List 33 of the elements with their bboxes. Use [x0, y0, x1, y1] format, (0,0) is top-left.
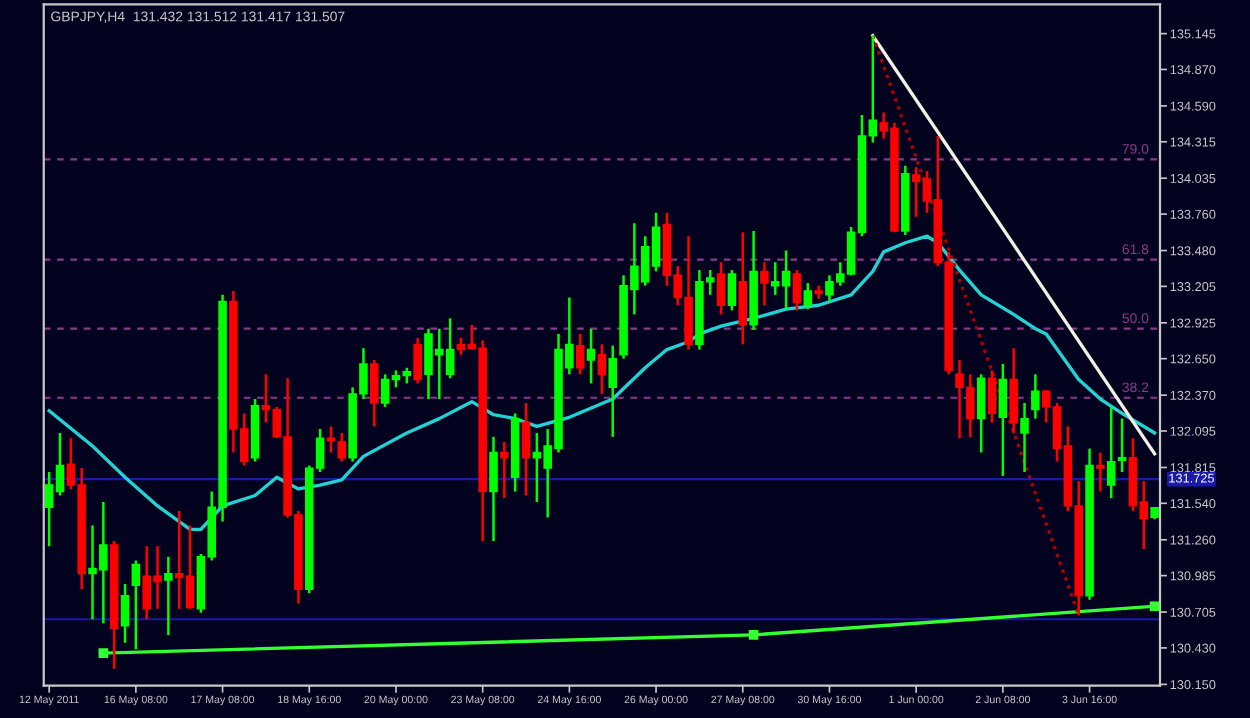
line-series	[47, 234, 1157, 532]
point	[1149, 601, 1160, 612]
candlestick	[120, 582, 130, 644]
candlestick	[1020, 401, 1029, 474]
candlestick	[998, 362, 1008, 478]
candlestick	[370, 358, 379, 428]
candlestick	[1096, 451, 1105, 493]
candlestick	[976, 373, 986, 454]
candlestick	[1117, 417, 1127, 474]
candlestick	[489, 435, 498, 543]
candlestick	[987, 369, 997, 424]
candlestick	[521, 401, 531, 497]
candlestick	[738, 231, 748, 346]
candlestick	[586, 327, 596, 385]
point	[748, 630, 759, 640]
candlestick	[1009, 347, 1018, 435]
candlestick	[337, 431, 347, 463]
candlestick	[608, 344, 617, 439]
candlestick	[760, 261, 769, 307]
candlestick	[727, 268, 737, 312]
candlestick	[1106, 405, 1116, 500]
candlestick	[597, 343, 607, 396]
candlestick	[413, 336, 422, 385]
candlestick	[500, 440, 509, 500]
candlestick	[803, 281, 813, 311]
candlestick	[716, 261, 726, 316]
candlestick	[792, 268, 802, 312]
candlestick	[326, 425, 336, 454]
candlestick	[1031, 373, 1040, 420]
candlestick	[164, 555, 173, 637]
candlestick	[575, 332, 585, 376]
point	[98, 648, 109, 658]
candlestick	[131, 559, 141, 651]
